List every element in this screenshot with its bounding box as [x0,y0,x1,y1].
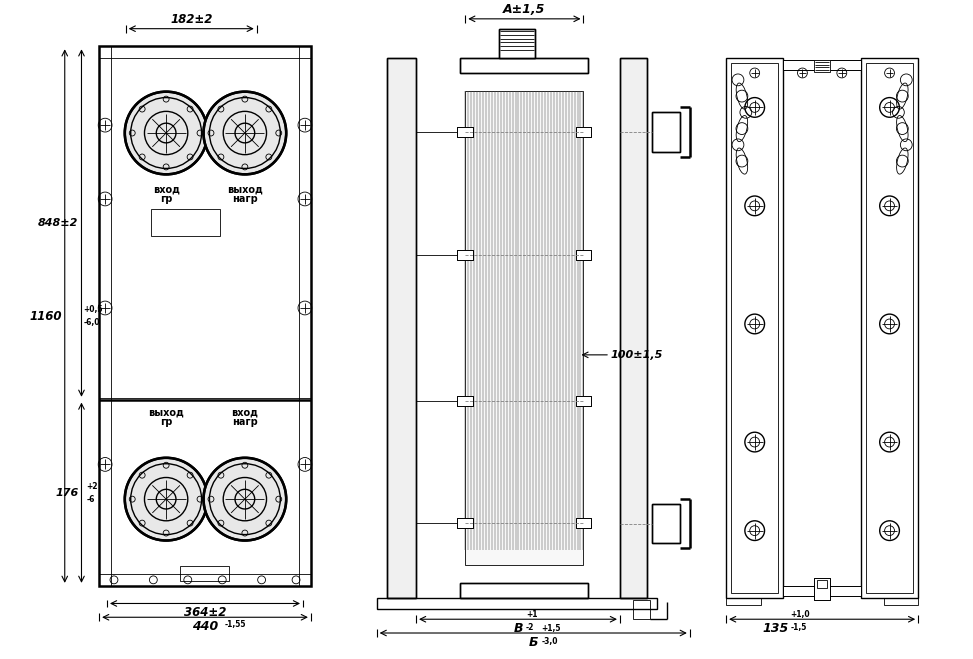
Text: 182±2: 182±2 [170,13,212,26]
Bar [576,127,592,137]
Bar [457,127,473,137]
Bar [866,63,914,592]
Circle shape [203,458,286,540]
Bar [460,58,589,73]
Text: +1,5: +1,5 [541,624,560,633]
Bar [457,127,473,137]
Bar [386,58,416,598]
Bar [99,46,310,586]
Bar [457,396,473,406]
Text: -1,55: -1,55 [225,620,246,629]
Bar [817,580,827,588]
Bar [883,598,919,606]
Bar [814,578,830,600]
Bar [576,518,592,528]
Text: выход: выход [227,185,263,194]
Bar [783,60,861,70]
Text: А±1,5: А±1,5 [503,3,546,16]
Bar [652,112,680,152]
Text: В: В [513,622,523,635]
Text: нагр: нагр [232,417,258,428]
Bar [814,60,830,72]
Bar [465,91,584,565]
Bar [620,58,647,598]
Text: +0,5: +0,5 [84,305,103,314]
Circle shape [125,92,207,175]
Bar [814,578,830,600]
Bar [457,396,473,406]
Bar [576,518,592,528]
Text: 135: 135 [762,622,788,635]
Text: нагр: нагр [232,194,258,204]
Text: 1160: 1160 [29,310,62,323]
Text: гр: гр [160,194,172,204]
Bar [652,112,680,152]
Text: -2: -2 [525,623,534,632]
Text: -1,5: -1,5 [790,623,807,632]
Bar [726,58,783,598]
Bar [457,250,473,260]
Text: 176: 176 [55,488,79,498]
Text: +1: +1 [525,610,537,619]
Bar [731,63,778,592]
Bar [460,583,589,598]
Bar [861,58,919,598]
Bar [576,127,592,137]
Bar [620,58,647,598]
Bar [576,396,592,406]
Bar [783,60,861,70]
Bar [576,396,592,406]
Bar [457,518,473,528]
Bar [726,598,761,606]
Text: 848±2: 848±2 [38,218,79,228]
Text: 364±2: 364±2 [184,606,226,619]
Text: вход: вход [153,185,180,194]
Bar [652,504,680,544]
Circle shape [125,458,207,540]
Text: 440: 440 [192,620,218,633]
Bar [460,58,589,73]
Bar [576,250,592,260]
Bar [152,209,220,237]
Text: +1,0: +1,0 [790,610,810,619]
Bar [499,29,535,58]
Text: вход: вход [232,407,258,418]
Bar [576,250,592,260]
Bar [632,600,650,619]
Bar [783,586,861,596]
Text: -3,0: -3,0 [541,637,558,646]
Bar [460,583,589,598]
Bar [499,29,535,58]
Bar [652,504,680,544]
Bar [386,58,416,598]
Bar [457,518,473,528]
Bar [783,586,861,596]
Text: -6,0: -6,0 [84,318,100,327]
Circle shape [203,92,286,175]
Text: -6: -6 [87,495,94,503]
Bar [457,250,473,260]
Text: Б: Б [528,636,538,649]
Text: +2: +2 [87,482,98,491]
Bar [377,598,658,610]
Text: выход: выход [148,407,184,418]
Bar [180,566,229,581]
Text: гр: гр [160,417,172,428]
Text: 100±1,5: 100±1,5 [611,350,664,360]
